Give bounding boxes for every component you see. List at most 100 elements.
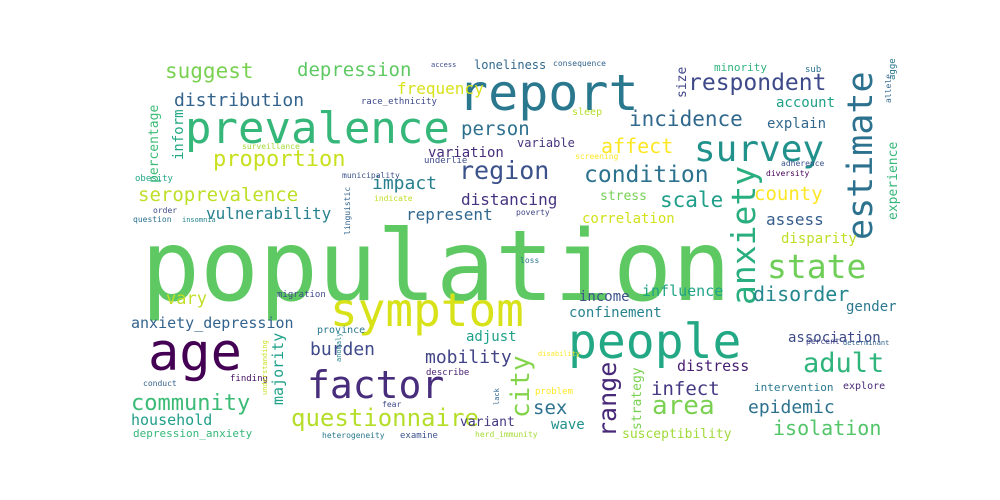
word-report: report (458, 64, 639, 122)
word-variable: variable (517, 136, 575, 150)
word-explain: explain (767, 116, 827, 132)
word-province: province (317, 325, 366, 336)
word-intervention: intervention (754, 381, 834, 394)
word-wave: wave (551, 417, 585, 433)
word-stress: stress (600, 189, 647, 204)
word-municipality: municipality (342, 171, 400, 180)
word-vary: vary (166, 289, 207, 309)
word-experience: experience (886, 141, 901, 220)
word-condition: condition (584, 162, 709, 188)
word-conduct: conduct (143, 379, 177, 388)
word-sub: sub (805, 65, 822, 75)
word-region: region (459, 156, 550, 185)
word-incidence: incidence (629, 107, 743, 131)
word-adult: adult (803, 348, 885, 379)
word-fear: fear (382, 400, 402, 409)
word-indicate: indicate (374, 194, 413, 203)
word-survey: survey (694, 129, 825, 170)
word-estimate: estimate (841, 71, 881, 240)
word-migration: migration (277, 290, 326, 300)
word-questionnaire: questionnaire (291, 404, 479, 432)
word-factor: factor (307, 363, 445, 407)
word-disorder: disorder (753, 282, 850, 306)
word-finding: finding (230, 374, 268, 384)
word-anxiety-depression: anxiety_depression (131, 314, 294, 332)
word-account: account (776, 95, 836, 111)
word-state: state (767, 247, 867, 286)
word-correlation: correlation (582, 211, 675, 227)
word-screening: screening (575, 152, 619, 161)
word-age: age (148, 323, 242, 383)
word-distress: distress (677, 357, 750, 375)
word-allele: allele (884, 74, 893, 103)
word-variant: variant (460, 415, 515, 430)
word-minority: minority (714, 61, 767, 74)
word-insomnia: insomnia (182, 216, 216, 224)
word-burden: burden (310, 339, 376, 360)
word-disparity: disparity (781, 231, 857, 247)
word-adjust: adjust (466, 329, 517, 345)
word-isolation: isolation (773, 416, 882, 440)
word-sleep: sleep (572, 107, 603, 118)
word-represent: represent (406, 205, 493, 224)
word-influence: influence (642, 282, 724, 300)
word-strategy: strategy (630, 367, 645, 430)
word-percentage: percentage (147, 104, 162, 183)
word-heterogeneity: heterogeneity (322, 431, 385, 440)
word-population: population (141, 210, 732, 324)
word-anomaly: anomaly (335, 332, 343, 362)
word-affect: affect (601, 134, 674, 158)
word-distribution: distribution (174, 90, 305, 111)
word-herd-immunity: herd_immunity (475, 430, 538, 439)
word-respondent: respondent (688, 70, 827, 96)
word-consequence: consequence (553, 59, 606, 68)
word-impact: impact (372, 173, 438, 194)
word-access: access (431, 61, 457, 69)
word-race-ethnicity: race_ethnicity (361, 97, 437, 107)
word-adherence: adherence (781, 159, 825, 168)
word-prevalence: prevalence (185, 103, 450, 154)
word-household: household (131, 411, 213, 429)
word-distancing: distancing (461, 190, 558, 209)
word-suggest: suggest (165, 59, 254, 83)
word-lack: lack (493, 388, 501, 405)
word-symptom: symptom (330, 283, 524, 337)
word-surveillance: surveillance (242, 142, 300, 151)
word-frequency: frequency (397, 79, 484, 98)
word-community: community (131, 391, 251, 416)
word-describe: describe (426, 368, 470, 378)
word-person: person (461, 118, 530, 140)
word-explore: explore (843, 381, 886, 392)
word-disability: disability (538, 350, 581, 358)
word-inform: inform (171, 109, 187, 160)
word-understanding: understanding (261, 340, 269, 395)
word-seroprevalence: seroprevalence (138, 184, 299, 206)
word-assess: assess (766, 210, 824, 229)
word-depression: depression (297, 59, 412, 81)
word-vulnerability: vulnerability (206, 204, 332, 223)
word-sex: sex (533, 397, 568, 419)
word-linguistic: linguistic (343, 186, 352, 235)
word-question: question (133, 215, 172, 224)
word-people: people (568, 314, 742, 370)
word-gender: gender (846, 299, 897, 315)
word-size: size (675, 66, 690, 98)
word-range: range (593, 361, 622, 437)
word-examine: examine (400, 431, 438, 441)
word-infect: infect (651, 378, 720, 400)
word-county: county (754, 183, 823, 205)
word-majority: majority (269, 332, 287, 405)
word-obesity: obesity (135, 174, 173, 184)
word-area: area (652, 391, 715, 421)
word-order: order (153, 206, 178, 215)
word-poverty: poverty (516, 208, 550, 217)
word-proportion: proportion (213, 147, 346, 172)
word-mobility: mobility (425, 347, 512, 368)
word-underlie: underlie (424, 156, 468, 166)
word-depression-anxiety: depression_anxiety (133, 427, 253, 440)
word-susceptibility: susceptibility (622, 427, 732, 442)
word-variation: variation (428, 145, 504, 161)
word-loneliness: loneliness (474, 58, 547, 72)
word-epidemic: epidemic (748, 397, 835, 418)
